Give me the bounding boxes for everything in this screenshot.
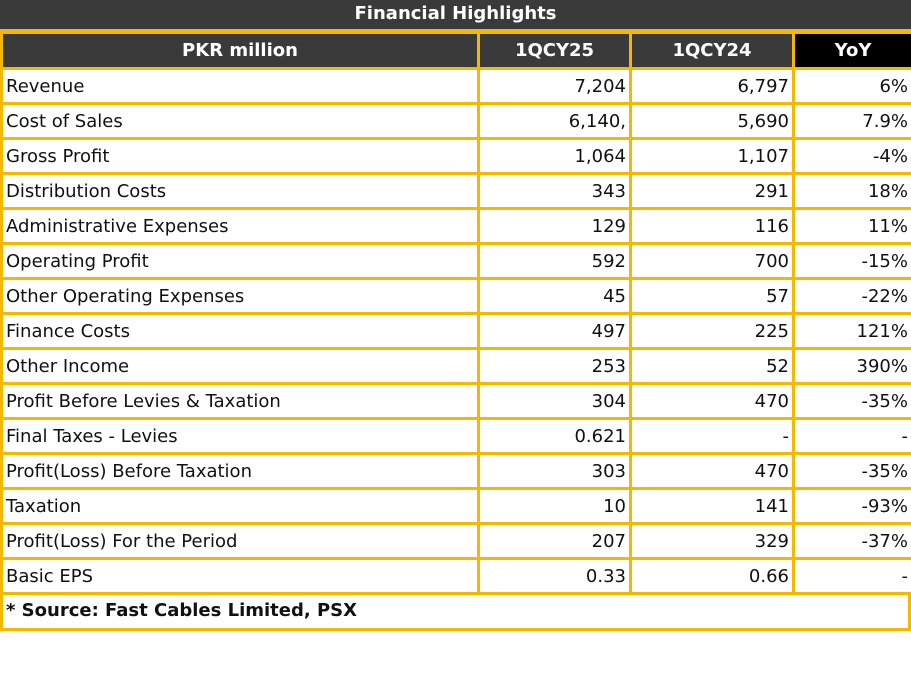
value-yoy: -35% (792, 382, 911, 420)
row-label: Distribution Costs (0, 172, 480, 210)
value-yoy: 6% (792, 67, 911, 105)
row-label: Other Income (0, 347, 480, 385)
value-1qcy24: 700 (629, 242, 795, 280)
value-yoy: -22% (792, 277, 911, 315)
value-1qcy25: 1,064 (477, 137, 632, 175)
header-1qcy25: 1QCY25 (477, 31, 632, 70)
value-1qcy25: 6,140, (477, 102, 632, 140)
table-row: Gross Profit 1,064 1,107 -4% (0, 137, 911, 175)
value-yoy: -4% (792, 137, 911, 175)
value-1qcy24: 5,690 (629, 102, 795, 140)
table-row: Other Operating Expenses 45 57 -22% (0, 277, 911, 315)
value-1qcy25: 343 (477, 172, 632, 210)
value-yoy: - (792, 557, 911, 595)
table-row: Taxation 10 141 -93% (0, 487, 911, 525)
table-row: Administrative Expenses 129 116 11% (0, 207, 911, 245)
row-label: Profit(Loss) For the Period (0, 522, 480, 560)
table-row: Profit Before Levies & Taxation 304 470 … (0, 382, 911, 420)
row-label: Final Taxes - Levies (0, 417, 480, 455)
value-1qcy24: 225 (629, 312, 795, 350)
table-row: Operating Profit 592 700 -15% (0, 242, 911, 280)
table-title: Financial Highlights (0, 0, 911, 31)
row-label: Profit(Loss) Before Taxation (0, 452, 480, 490)
value-1qcy25: 253 (477, 347, 632, 385)
value-yoy: -15% (792, 242, 911, 280)
financial-table: PKR million 1QCY25 1QCY24 YoY Revenue 7,… (0, 31, 911, 595)
row-label: Revenue (0, 67, 480, 105)
value-1qcy25: 497 (477, 312, 632, 350)
value-1qcy24: 0.66 (629, 557, 795, 595)
table-row: Finance Costs 497 225 121% (0, 312, 911, 350)
value-1qcy25: 592 (477, 242, 632, 280)
value-1qcy25: 7,204 (477, 67, 632, 105)
value-1qcy25: 129 (477, 207, 632, 245)
row-label: Operating Profit (0, 242, 480, 280)
value-yoy: - (792, 417, 911, 455)
value-yoy: 7.9% (792, 102, 911, 140)
value-yoy: -35% (792, 452, 911, 490)
value-1qcy25: 45 (477, 277, 632, 315)
header-row: PKR million 1QCY25 1QCY24 YoY (0, 31, 911, 70)
value-1qcy24: 52 (629, 347, 795, 385)
header-pkr-million: PKR million (0, 31, 480, 70)
value-1qcy24: 57 (629, 277, 795, 315)
header-yoy: YoY (792, 31, 911, 70)
row-label: Profit Before Levies & Taxation (0, 382, 480, 420)
table-row: Profit(Loss) For the Period 207 329 -37% (0, 522, 911, 560)
table-row: Distribution Costs 343 291 18% (0, 172, 911, 210)
value-1qcy24: 470 (629, 382, 795, 420)
value-1qcy24: 141 (629, 487, 795, 525)
table-row: Other Income 253 52 390% (0, 347, 911, 385)
value-1qcy25: 10 (477, 487, 632, 525)
value-1qcy24: 1,107 (629, 137, 795, 175)
table-row: Basic EPS 0.33 0.66 - (0, 557, 911, 595)
value-yoy: -93% (792, 487, 911, 525)
value-1qcy24: 291 (629, 172, 795, 210)
table-row: Cost of Sales 6,140, 5,690 7.9% (0, 102, 911, 140)
value-1qcy24: 6,797 (629, 67, 795, 105)
row-label: Cost of Sales (0, 102, 480, 140)
value-1qcy25: 303 (477, 452, 632, 490)
value-1qcy24: 116 (629, 207, 795, 245)
value-1qcy24: - (629, 417, 795, 455)
source-note: * Source: Fast Cables Limited, PSX (0, 595, 911, 631)
row-label: Other Operating Expenses (0, 277, 480, 315)
table-row: Revenue 7,204 6,797 6% (0, 67, 911, 105)
row-label: Administrative Expenses (0, 207, 480, 245)
row-label: Gross Profit (0, 137, 480, 175)
table-row: Profit(Loss) Before Taxation 303 470 -35… (0, 452, 911, 490)
value-1qcy25: 304 (477, 382, 632, 420)
value-1qcy25: 0.621 (477, 417, 632, 455)
value-1qcy24: 329 (629, 522, 795, 560)
value-yoy: 11% (792, 207, 911, 245)
header-1qcy24: 1QCY24 (629, 31, 795, 70)
value-1qcy25: 0.33 (477, 557, 632, 595)
row-label: Taxation (0, 487, 480, 525)
row-label: Basic EPS (0, 557, 480, 595)
value-yoy: 121% (792, 312, 911, 350)
value-yoy: 390% (792, 347, 911, 385)
value-1qcy25: 207 (477, 522, 632, 560)
table-row: Final Taxes - Levies 0.621 - - (0, 417, 911, 455)
value-yoy: -37% (792, 522, 911, 560)
value-1qcy24: 470 (629, 452, 795, 490)
row-label: Finance Costs (0, 312, 480, 350)
value-yoy: 18% (792, 172, 911, 210)
